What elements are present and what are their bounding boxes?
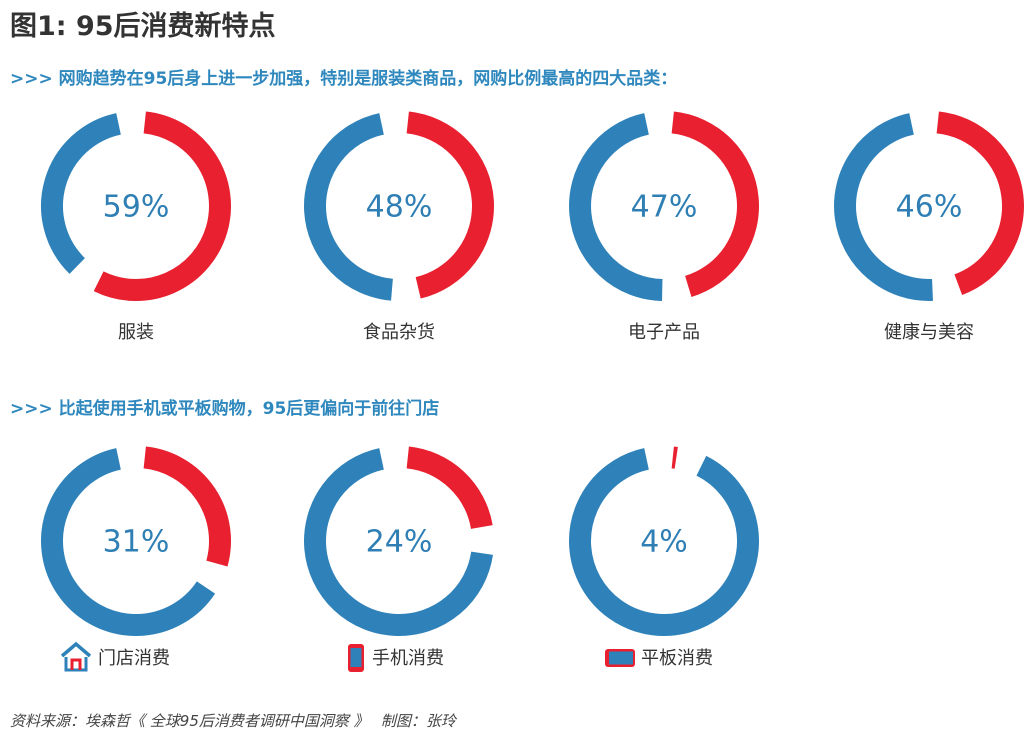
store-donut-0-highlight-arc [143,446,231,567]
online-donut-2-value-label: 47% [631,190,698,225]
store-category-label-2: 平板消费 [641,648,713,669]
page-title: 图1: 95后消费新特点 [10,11,276,42]
store-donut-0-base-arc [41,448,216,636]
tablet-icon [605,649,635,667]
online-donut-2-highlight-arc [671,111,759,297]
store-donut-1-base-arc [304,448,493,636]
online-donut-0-highlight-arc [93,111,231,301]
section-heading-online: >>> 网购趋势在95后身上进一步加强，特别是服装类商品，网购比例最高的四大品类… [10,69,678,89]
online-donut-1-base-arc [304,113,394,301]
source-note: 资料来源：埃森哲《 全球95后消费者调研中国洞察 》 制图：张玲 [10,712,456,730]
store-donut-2-base-arc [569,448,759,636]
section-heading-store: >>> 比起使用手机或平板购物，95后更偏向于前往门店 [10,399,440,419]
store-donut-1-highlight-arc [406,446,493,530]
online-donut-3-base-arc [834,113,933,301]
online-donut-0-value-label: 59% [103,190,170,225]
store-donut-0-value-label: 31% [103,525,170,560]
store-category-label-1: 手机消费 [372,648,444,669]
online-donut-3-highlight-arc [936,111,1024,296]
online-donut-0-base-arc [41,113,122,274]
online-donut-2-base-arc [569,113,663,301]
online-donut-1-value-label: 48% [366,190,433,225]
online-donut-1-highlight-arc [406,111,494,299]
store-icon [60,641,92,672]
phone-icon [348,644,364,672]
store-category-label-0: 门店消费 [98,648,170,669]
online-category-label-0: 服装 [118,322,154,343]
online-category-label-3: 健康与美容 [884,322,974,343]
online-donut-3-value-label: 46% [896,190,963,225]
online-category-label-2: 电子产品 [628,322,700,343]
store-donut-1-value-label: 24% [366,525,433,560]
online-category-label-1: 食品杂货 [363,322,435,343]
store-donut-2-value-label: 4% [640,525,688,560]
